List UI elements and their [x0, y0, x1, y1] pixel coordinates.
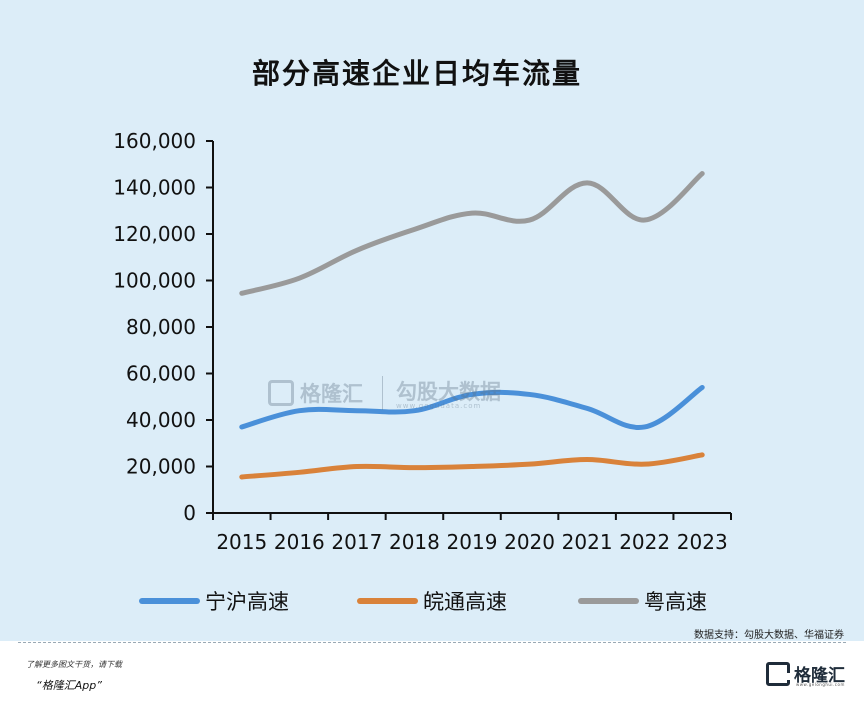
legend-label: 皖通高速: [423, 590, 507, 614]
line-chart: 0 20,000 40,000 60,000 80,000 100,000 120,000 1…: [113, 129, 732, 614]
series-lines: [239, 171, 705, 480]
watermark-separator: [382, 376, 383, 410]
watermark-name: 格隆汇: [300, 382, 363, 406]
watermark: 格隆汇 勾股大数据 www.gogudata.com: [268, 374, 508, 412]
y-tick-label: 40,000: [126, 408, 196, 432]
series-line-1: [239, 384, 705, 431]
watermark-url: www.gogudata.com: [396, 402, 482, 410]
y-tick-labels: 0 20,000 40,000 60,000 80,000 100,000 120,000 1…: [113, 129, 196, 525]
x-tick-label: 2022: [619, 530, 670, 554]
y-tick-label: 100,000: [113, 269, 196, 293]
x-tick-label: 2023: [677, 530, 728, 554]
chart-title: 部分高速企业日均车流量: [251, 57, 582, 90]
y-tick-label: 160,000: [113, 129, 196, 153]
x-tick-label: 2018: [389, 530, 440, 554]
source-note: 数据支持：勾股大数据、华福证券: [694, 630, 844, 641]
y-tick-label: 80,000: [126, 315, 196, 339]
promo-app-name: “格隆汇App”: [36, 679, 102, 692]
series-line-2: [239, 452, 705, 480]
series-line-3: [239, 171, 705, 296]
x-tick-label: 2016: [274, 530, 325, 554]
watermark-logo-icon: [268, 380, 294, 406]
legend-label: 粤高速: [644, 590, 707, 614]
x-tick-label: 2019: [447, 530, 498, 554]
brand-logo-icon: [766, 662, 790, 686]
brand-url: www.gelonghui.com: [796, 682, 845, 687]
x-tick-label: 2015: [216, 530, 267, 554]
promo-text: 了解更多图文干货，请下载: [26, 660, 122, 669]
x-tick-labels: 2015 2016 2017 2018 2019 2020 2021 2022 2023: [216, 530, 727, 554]
footer-divider: [18, 642, 846, 643]
brand-logo[interactable]: 格隆汇 www.gelonghui.com: [766, 660, 846, 690]
brand-name: 格隆汇: [794, 666, 845, 686]
y-tick-label: 0: [183, 501, 196, 525]
y-tick-label: 60,000: [126, 362, 196, 386]
chart-legend: 宁沪高速 皖通高速 粤高速: [139, 590, 707, 614]
x-tick-label: 2021: [562, 530, 613, 554]
x-tick-label: 2017: [331, 530, 382, 554]
x-tick-label: 2020: [504, 530, 555, 554]
y-tick-label: 20,000: [126, 455, 196, 479]
y-tick-label: 120,000: [113, 222, 196, 246]
chart-axes: [206, 140, 732, 520]
chart-panel: [0, 0, 864, 641]
y-tick-label: 140,000: [113, 176, 196, 200]
watermark-name-2: 勾股大数据: [396, 380, 501, 404]
legend-label: 宁沪高速: [205, 590, 289, 614]
